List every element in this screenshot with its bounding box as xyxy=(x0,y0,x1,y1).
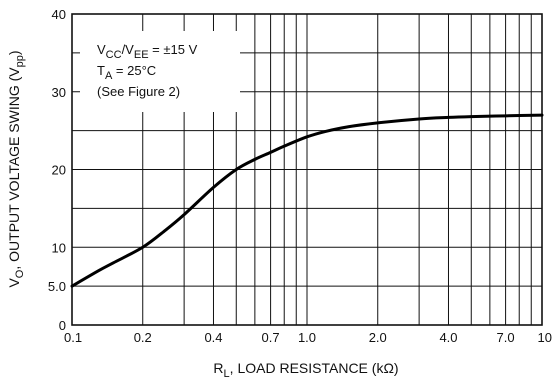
x-tick-label: 0.2 xyxy=(134,330,152,345)
note-vee-sub: EE xyxy=(134,49,149,61)
x-tick-label: 0.1 xyxy=(64,330,82,345)
y-tick-labels: 0 5.0 10 20 30 40 xyxy=(48,7,66,333)
x-axis-title: RL, LOAD RESISTANCE (kΩ) xyxy=(213,360,398,380)
test-conditions-annotation: VCC/VEE = ±15 V TA = 25°C (See Figure 2) xyxy=(97,42,198,99)
x-tick-label: 4.0 xyxy=(439,330,457,345)
y-tick-label: 30 xyxy=(52,85,66,100)
figure-reference-note: (See Figure 2) xyxy=(97,84,180,99)
note-ta-sub: A xyxy=(105,70,113,82)
note-vee: /V xyxy=(122,42,135,57)
y-tick-label: 5.0 xyxy=(48,279,66,294)
temperature-note: TA = 25°C xyxy=(97,63,156,82)
y-tick-label: 40 xyxy=(52,7,66,22)
note-ta: T xyxy=(97,63,105,78)
x-tick-label: 1.0 xyxy=(298,330,316,345)
x-tick-label: 10 xyxy=(538,330,552,345)
plot-frame xyxy=(71,13,543,326)
y-title-rest: , OUTPUT VOLTAGE SWING (V xyxy=(6,67,22,270)
x-title-main: R xyxy=(213,360,223,376)
y-tick-label: 10 xyxy=(52,240,66,255)
x-tick-label: 0.4 xyxy=(204,330,222,345)
output-swing-curve xyxy=(70,113,544,288)
y-tick-label: 0 xyxy=(59,318,66,333)
y-title-sub: O xyxy=(14,269,26,278)
note-voltage: = ±15 V xyxy=(149,42,198,57)
annotation-background xyxy=(80,31,240,112)
note-temp: = 25°C xyxy=(112,63,156,78)
y-title-main: V xyxy=(6,278,22,288)
y-title-sub2: pp xyxy=(14,55,26,67)
x-title-sub: L xyxy=(224,368,230,380)
note-vcc-sub: CC xyxy=(106,49,122,61)
y-tick-label: 20 xyxy=(52,163,66,178)
supply-voltage-note: VCC/VEE = ±15 V xyxy=(97,42,198,61)
x-tick-label: 2.0 xyxy=(369,330,387,345)
x-tick-label: 0.7 xyxy=(262,330,280,345)
y-title-end: ) xyxy=(6,50,22,55)
grid-layer xyxy=(71,13,543,326)
x-tick-labels: 0.1 0.2 0.4 0.7 1.0 2.0 4.0 7.0 10 xyxy=(64,330,552,345)
x-title-rest: , LOAD RESISTANCE (kΩ) xyxy=(230,360,399,376)
y-axis-title: VO, OUTPUT VOLTAGE SWING (Vpp) xyxy=(6,50,26,287)
note-vcc: V xyxy=(97,42,106,57)
x-tick-label: 7.0 xyxy=(497,330,515,345)
